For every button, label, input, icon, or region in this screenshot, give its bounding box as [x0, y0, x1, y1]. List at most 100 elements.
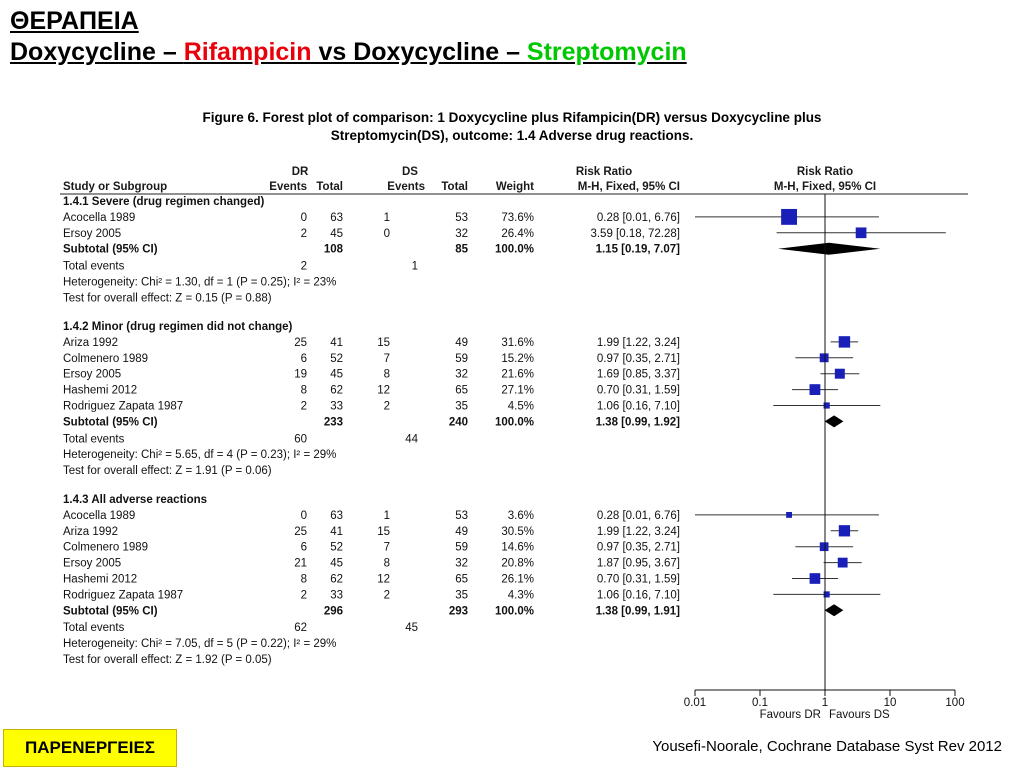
ds-events: 8 — [384, 369, 390, 381]
overall-effect-text: Test for overall effect: Z = 1.92 (P = 0… — [63, 654, 272, 666]
total-events-label: Total events — [63, 261, 125, 273]
subtotal-weight: 100.0% — [495, 605, 534, 617]
dr-events: 25 — [294, 526, 307, 538]
subtotal-dr-total: 108 — [324, 244, 344, 256]
subtotal-weight: 100.0% — [495, 416, 534, 428]
dr-total: 41 — [330, 337, 343, 349]
title-line-1: ΘΕΡΑΠΕΙΑ — [10, 7, 139, 35]
header-ds-events: Events — [387, 181, 425, 193]
study-weight: 4.5% — [508, 401, 534, 413]
study-ci: 1.69 [0.85, 3.37] — [597, 369, 680, 381]
dr-events: 2 — [301, 401, 307, 413]
ds-events: 15 — [377, 337, 390, 349]
dr-total: 45 — [330, 228, 343, 240]
total-events-ds: 1 — [412, 261, 418, 273]
ds-events: 2 — [384, 401, 390, 413]
x-axis-tick-label: 10 — [884, 697, 897, 709]
subtotal-ci: 1.38 [0.99, 1.91] — [596, 605, 681, 617]
ds-total: 65 — [455, 385, 468, 397]
study-weight: 21.6% — [501, 369, 534, 381]
x-axis-tick-label: 100 — [945, 697, 964, 709]
subtotal-weight: 100.0% — [495, 244, 534, 256]
favours-ds-label: Favours DS — [829, 709, 890, 721]
x-axis-tick-label: 0.1 — [752, 697, 768, 709]
dr-total: 45 — [330, 369, 343, 381]
study-ci: 0.97 [0.35, 2.71] — [597, 542, 680, 554]
total-events-dr: 62 — [294, 622, 307, 634]
subgroup-title: 1.4.2 Minor (drug regimen did not change… — [63, 321, 293, 333]
heterogeneity-text: Heterogeneity: Chi² = 7.05, df = 5 (P = … — [63, 638, 336, 650]
header-study: Study or Subgroup — [63, 181, 167, 193]
subgroup-title: 1.4.3 All adverse reactions — [63, 494, 207, 506]
subtotal-ci: 1.15 [0.19, 7.07] — [596, 244, 681, 256]
subtotal-diamond — [778, 242, 881, 255]
dr-total: 52 — [330, 542, 343, 554]
ds-total: 53 — [455, 510, 468, 522]
dr-events: 2 — [301, 228, 307, 240]
subtotal-label: Subtotal (95% CI) — [63, 416, 158, 428]
dr-total: 63 — [330, 212, 343, 224]
dr-events: 2 — [301, 589, 307, 601]
study-name: Rodriguez Zapata 1987 — [63, 401, 183, 413]
dr-total: 41 — [330, 526, 343, 538]
title-part-vs-doxycycline: vs Doxycycline – — [311, 38, 527, 66]
total-events-dr: 2 — [301, 261, 307, 273]
dr-events: 8 — [301, 574, 307, 586]
dr-events: 21 — [294, 558, 307, 570]
dr-events: 8 — [301, 385, 307, 397]
ds-events: 0 — [384, 228, 390, 240]
effect-marker — [838, 525, 851, 537]
study-weight: 27.1% — [501, 385, 534, 397]
dr-events: 19 — [294, 369, 307, 381]
ds-total: 32 — [455, 558, 468, 570]
dr-events: 25 — [294, 337, 307, 349]
citation: Yousefi-Noorale, Cochrane Database Syst … — [652, 738, 1002, 755]
header-dr: DR — [292, 166, 309, 178]
ds-events: 1 — [384, 212, 390, 224]
study-weight: 15.2% — [501, 353, 534, 365]
ds-events: 15 — [377, 526, 390, 538]
header-weight: Weight — [496, 181, 534, 193]
ds-total: 35 — [455, 589, 468, 601]
dr-total: 63 — [330, 510, 343, 522]
effect-marker — [837, 557, 848, 568]
effect-marker — [855, 227, 867, 239]
study-ci: 1.06 [0.16, 7.10] — [597, 401, 680, 413]
dr-total: 62 — [330, 385, 343, 397]
subtotal-dr-total: 233 — [324, 416, 343, 428]
study-weight: 26.4% — [501, 228, 534, 240]
study-ci: 0.70 [0.31, 1.59] — [597, 574, 680, 586]
study-ci: 0.28 [0.01, 6.76] — [597, 212, 680, 224]
ds-events: 8 — [384, 558, 390, 570]
ds-total: 32 — [455, 369, 468, 381]
effect-marker — [838, 336, 851, 348]
study-ci: 1.99 [1.22, 3.24] — [597, 526, 680, 538]
ds-events: 7 — [384, 353, 390, 365]
ds-events: 1 — [384, 510, 390, 522]
dr-total: 52 — [330, 353, 343, 365]
subtotal-ds-total: 240 — [449, 416, 468, 428]
ds-total: 49 — [455, 337, 468, 349]
effect-marker — [834, 368, 845, 379]
study-weight: 30.5% — [501, 526, 534, 538]
dr-events: 0 — [301, 510, 307, 522]
study-weight: 73.6% — [501, 212, 534, 224]
effect-marker — [809, 384, 821, 396]
study-weight: 26.1% — [501, 574, 534, 586]
title-part-streptomycin: Streptomycin — [526, 38, 687, 66]
total-events-ds: 44 — [405, 433, 418, 445]
study-ci: 3.59 [0.18, 72.28] — [590, 228, 680, 240]
subtotal-diamond — [824, 604, 844, 617]
ds-total: 35 — [455, 401, 468, 413]
ds-total: 32 — [455, 228, 468, 240]
subtotal-diamond — [824, 415, 844, 428]
study-name: Hashemi 2012 — [63, 385, 137, 397]
study-ci: 0.28 [0.01, 6.76] — [597, 510, 680, 522]
effect-marker — [819, 353, 829, 363]
study-name: Colmenero 1989 — [63, 542, 148, 554]
total-events-ds: 45 — [405, 622, 418, 634]
subgroup-title: 1.4.1 Severe (drug regimen changed) — [63, 196, 264, 208]
subtotal-ds-total: 85 — [455, 244, 468, 256]
x-axis-tick-label: 0.01 — [684, 697, 706, 709]
study-name: Ariza 1992 — [63, 337, 118, 349]
